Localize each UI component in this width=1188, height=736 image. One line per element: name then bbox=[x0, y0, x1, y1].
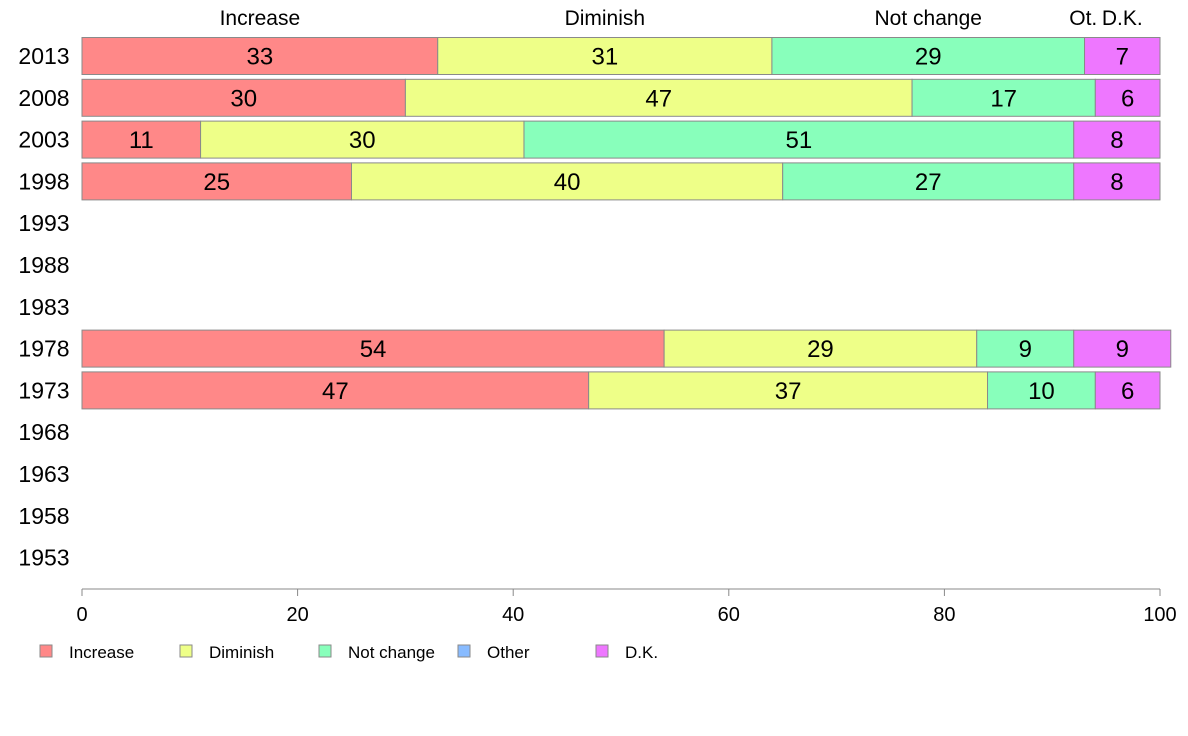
y-label-1968: 1968 bbox=[18, 419, 69, 445]
legend-swatch bbox=[39, 644, 53, 658]
y-label-2008: 2008 bbox=[18, 85, 69, 111]
legend-label: Other bbox=[487, 643, 530, 662]
bar-2003-increase bbox=[81, 120, 202, 159]
y-label-1988: 1988 bbox=[18, 252, 69, 278]
legend-label: Not change bbox=[348, 643, 435, 662]
bars: 33 31 29 7 30 47 17 6 11 30 51 8 25 40 27 8 54 29 9 9 47 37 10… bbox=[81, 37, 1172, 410]
data-label: 30 bbox=[349, 127, 376, 154]
data-label: 17 bbox=[990, 85, 1017, 112]
data-label: 10 bbox=[1028, 378, 1055, 405]
legend-label: Diminish bbox=[209, 643, 274, 662]
x-tick-label: 60 bbox=[718, 604, 740, 626]
legend-swatch bbox=[179, 644, 193, 658]
bar-1973-diminish bbox=[588, 371, 989, 410]
bar-1998-increase bbox=[81, 162, 352, 201]
bar-2013-not-change bbox=[771, 37, 1086, 75]
data-label: 37 bbox=[775, 378, 802, 405]
data-label: 51 bbox=[786, 127, 813, 154]
bar-1978-diminish bbox=[663, 329, 978, 368]
x-tick-label: 100 bbox=[1143, 604, 1176, 626]
column-header: Not change bbox=[875, 7, 982, 30]
x-tick-label: 40 bbox=[502, 604, 524, 626]
top-labels: Increase Diminish Not change Ot. D.K. bbox=[220, 7, 1143, 30]
data-label: 11 bbox=[129, 127, 154, 154]
data-label: 47 bbox=[645, 85, 672, 112]
bar-1978-not-change bbox=[976, 329, 1075, 368]
data-label: 33 bbox=[247, 44, 274, 71]
bar-1998-d-k- bbox=[1073, 162, 1161, 201]
data-label: 31 bbox=[591, 44, 618, 71]
bar-1998-diminish bbox=[351, 162, 784, 201]
y-label-1963: 1963 bbox=[18, 461, 69, 487]
bar-1973-increase bbox=[81, 371, 590, 410]
data-label: 47 bbox=[322, 378, 349, 405]
y-label-1993: 1993 bbox=[18, 210, 69, 236]
y-label-1953: 1953 bbox=[18, 545, 69, 571]
legend-swatch bbox=[457, 644, 471, 658]
x-tick-label: 80 bbox=[933, 604, 955, 626]
bar-2008-diminish bbox=[404, 78, 913, 117]
data-label: 6 bbox=[1121, 378, 1134, 405]
y-label-1958: 1958 bbox=[18, 503, 69, 529]
x-axis: 0 20 40 60 80 100 bbox=[76, 588, 1177, 626]
bar-2008-not-change bbox=[911, 78, 1096, 117]
bar-1978-increase bbox=[81, 329, 665, 368]
legend-swatch bbox=[318, 644, 332, 658]
legend: Increase Diminish Not change Other D.K. bbox=[39, 643, 658, 662]
legend-label: Increase bbox=[69, 643, 134, 662]
x-tick-label: 20 bbox=[286, 604, 308, 626]
data-label: 8 bbox=[1110, 127, 1123, 154]
bar-2013-diminish bbox=[437, 37, 773, 75]
y-label-2013: 2013 bbox=[18, 43, 69, 69]
data-label: 54 bbox=[360, 336, 387, 363]
data-label: 29 bbox=[807, 336, 834, 363]
bar-2013-increase bbox=[81, 37, 439, 75]
data-label: 8 bbox=[1110, 169, 1123, 196]
y-label-1998: 1998 bbox=[18, 168, 69, 194]
bar-2008-increase bbox=[81, 78, 406, 117]
column-header: D.K. bbox=[1102, 7, 1143, 30]
data-label: 40 bbox=[554, 169, 581, 196]
data-label: 9 bbox=[1019, 336, 1032, 363]
bar-2013-d-k- bbox=[1084, 37, 1161, 75]
bar-1978-d-k- bbox=[1073, 329, 1172, 368]
column-header: Increase bbox=[220, 7, 301, 30]
data-label: 6 bbox=[1121, 85, 1134, 112]
data-label: 9 bbox=[1116, 336, 1129, 363]
data-label: 30 bbox=[230, 85, 257, 112]
legend-swatch bbox=[595, 644, 609, 658]
data-label: 7 bbox=[1116, 44, 1129, 71]
y-label-1983: 1983 bbox=[18, 294, 69, 320]
bar-2003-diminish bbox=[200, 120, 525, 159]
y-label-1978: 1978 bbox=[18, 336, 69, 362]
bar-2008-d-k- bbox=[1094, 78, 1161, 117]
y-axis-labels: 2013 2008 2003 1998 1993 1988 1983 1978 1973 1968… bbox=[18, 43, 69, 571]
bar-2003-d-k- bbox=[1073, 120, 1161, 159]
y-label-1973: 1973 bbox=[18, 377, 69, 403]
data-label: 29 bbox=[915, 44, 942, 71]
data-label: 25 bbox=[203, 169, 230, 196]
x-tick-label: 0 bbox=[76, 604, 87, 626]
column-header: Diminish bbox=[565, 7, 646, 30]
y-label-2003: 2003 bbox=[18, 127, 69, 153]
bar-1973-not-change bbox=[987, 371, 1096, 410]
data-label: 27 bbox=[915, 169, 942, 196]
column-header: Ot. bbox=[1069, 7, 1097, 30]
legend-label: D.K. bbox=[625, 643, 658, 662]
bar-1973-d-k- bbox=[1094, 371, 1161, 410]
